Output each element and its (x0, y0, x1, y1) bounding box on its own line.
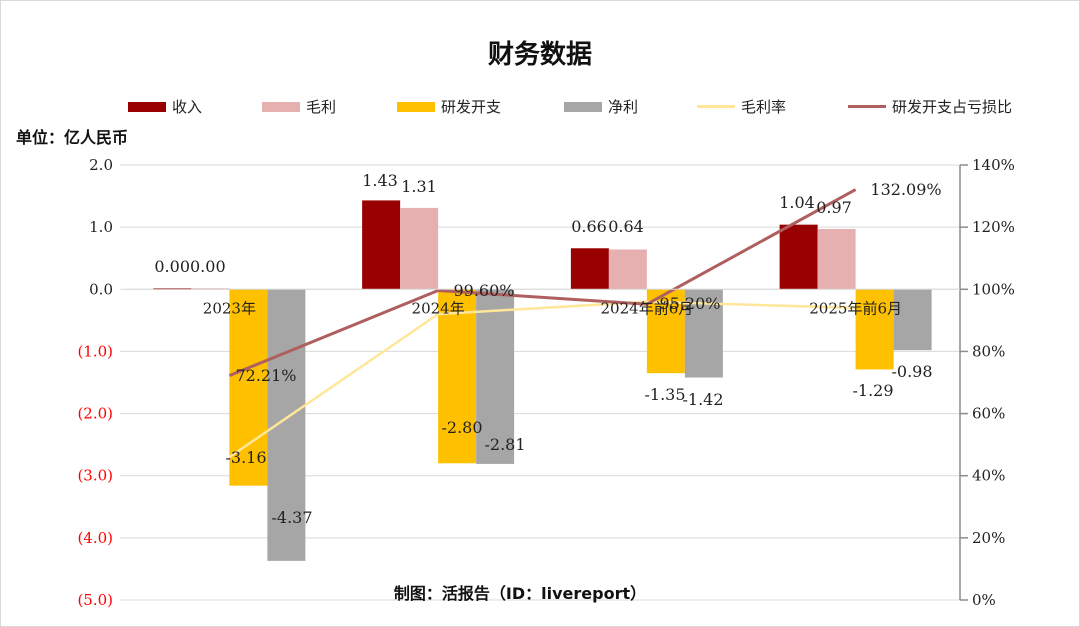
bar-data-label: 0.64 (608, 217, 644, 236)
right-tick-label: 60% (972, 405, 1005, 423)
bar-data-label: -1.35 (644, 385, 685, 404)
right-tick-label: 120% (972, 218, 1015, 236)
bar (608, 249, 647, 290)
legend-item-net-profit: 净利 (564, 96, 638, 117)
legend-item-rd-loss-ratio: 研发开支占亏损比 (848, 96, 1012, 117)
legend-swatch-rd-expense (397, 101, 435, 112)
bar (570, 248, 609, 290)
bar-data-label: 1.04 (779, 193, 815, 212)
bar (362, 200, 401, 290)
legend-swatch-gross-profit (262, 101, 300, 112)
right-tick-label: 0% (972, 591, 996, 609)
right-tick-label: 100% (972, 280, 1015, 298)
legend-swatch-net-profit (564, 101, 602, 112)
right-tick-label: 80% (972, 342, 1005, 360)
bar-data-label: -2.80 (441, 418, 482, 437)
legend-label-net-profit: 净利 (608, 98, 639, 116)
credit-label: 制图：活报告（ID：livereport） (393, 584, 647, 603)
legend-label-rd-expense: 研发开支 (441, 98, 502, 116)
bar-data-label: -4.37 (271, 508, 312, 527)
left-tick-label: 1.0 (89, 218, 113, 236)
bar (779, 224, 818, 290)
axes: 2.0 1.0 0.0 (1.0) (2.0) (3.0) (4.0) (5.0) 140% 12… (77, 156, 1014, 609)
legend-label-gross-margin: 毛利率 (741, 98, 787, 116)
bar (400, 207, 439, 290)
legend-item-gross-profit: 毛利 (262, 96, 336, 117)
legend: 收入 毛利 研发开支 净利 毛利率 研发开支占亏损比 (0, 96, 1080, 116)
bar-data-label: 0.000.00 (154, 257, 225, 276)
category-label: 2024年前6月 (601, 299, 694, 317)
legend-label-revenue: 收入 (172, 98, 203, 116)
unit-label: 单位：亿人民币 (16, 128, 129, 147)
left-tick-label: 2.0 (89, 156, 113, 174)
chart-title: 财务数据 (487, 40, 592, 70)
bar (438, 289, 477, 464)
left-tick-label: (2.0) (77, 405, 113, 423)
legend-label-gross-profit: 毛利 (306, 98, 337, 116)
data-labels: 0.000.00 -3.16 -4.37 1.43 1.31 -2.80-2.81 0.66… (154, 171, 941, 527)
line-data-label: 99.60% (453, 281, 514, 300)
series-line (228, 300, 856, 459)
right-tick-label: 140% (972, 156, 1015, 174)
category-label: 2025年前6月 (809, 299, 902, 317)
category-label: 2024年 (412, 299, 465, 317)
bar-data-label: -0.98 (891, 362, 932, 381)
line-series (228, 188, 857, 459)
bar (893, 289, 932, 351)
legend-item-gross-margin: 毛利率 (697, 96, 786, 117)
legend-label-rd-loss-ratio: 研发开支占亏损比 (892, 98, 1013, 116)
bar (817, 229, 856, 290)
category-label: 2023年 (203, 299, 256, 317)
bar-data-label: 0.97 (816, 198, 852, 217)
left-tick-label: (1.0) (77, 342, 113, 360)
legend-swatch-gross-margin (697, 105, 735, 108)
left-tick-label: 0.0 (89, 280, 113, 298)
line-data-label: 95.20% (659, 294, 720, 313)
bar-data-label: 0.66 (571, 217, 607, 236)
left-tick-label: (4.0) (77, 529, 113, 547)
left-tick-label: (5.0) (77, 591, 113, 609)
bar-data-label: -3.16 (225, 448, 266, 467)
legend-swatch-revenue (128, 101, 166, 112)
bar (855, 289, 894, 370)
bar (267, 289, 306, 561)
line-data-label: 132.09% (870, 180, 941, 199)
right-tick-label: 20% (972, 529, 1005, 547)
line-data-label: 72.21% (235, 366, 296, 385)
bar-series (153, 200, 932, 561)
bar-data-label: -1.42 (682, 390, 723, 409)
bar-data-label: -2.81 (484, 435, 525, 454)
left-tick-label: (3.0) (77, 467, 113, 485)
bar-data-label: 1.43 (362, 171, 398, 190)
bar-data-label: 1.31 (401, 177, 437, 196)
series-line (228, 188, 857, 377)
bar (476, 289, 515, 464)
legend-item-rd-expense: 研发开支 (397, 96, 501, 117)
legend-swatch-rd-loss-ratio (848, 105, 886, 108)
bar-data-label: -1.29 (852, 381, 893, 400)
legend-item-revenue: 收入 (128, 96, 202, 117)
right-tick-label: 40% (972, 467, 1005, 485)
